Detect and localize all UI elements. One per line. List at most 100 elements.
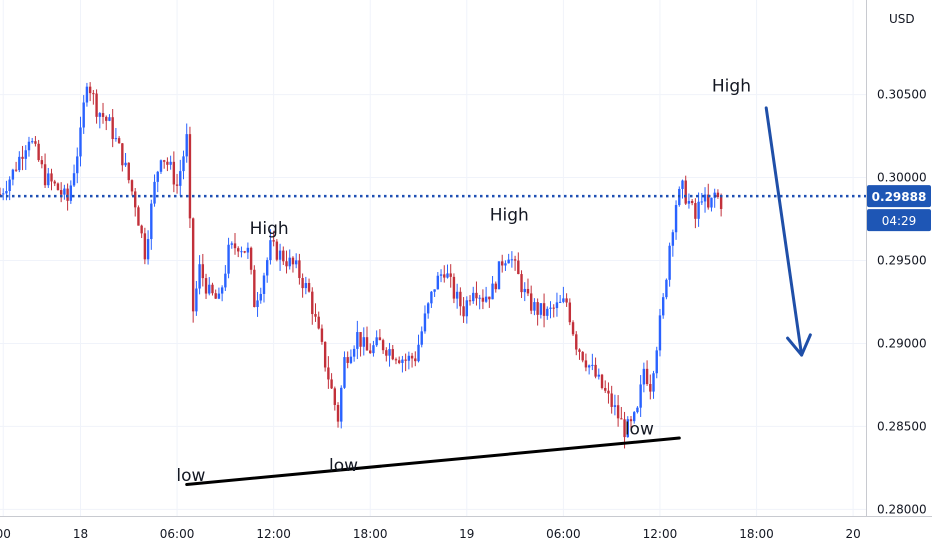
y-tick-label: 0.30000 <box>877 171 927 185</box>
candle-body <box>369 350 372 354</box>
x-tick-label: 06:00 <box>160 527 195 541</box>
candle-body <box>687 200 691 204</box>
candle-body <box>414 358 417 362</box>
candle-body <box>372 345 375 354</box>
candle-body <box>690 200 694 204</box>
candle-body <box>362 337 365 347</box>
candle-body <box>674 205 678 233</box>
candle-body <box>314 314 317 317</box>
candle-body <box>18 156 21 171</box>
candle-body <box>510 259 514 261</box>
candle-body <box>162 160 166 162</box>
candle-body <box>436 275 440 290</box>
candle-body <box>587 365 591 368</box>
candle-body <box>98 113 101 117</box>
annotation-label: low <box>625 420 654 440</box>
candle-body <box>211 284 214 294</box>
candle-body <box>475 292 478 299</box>
candle-body <box>620 418 623 420</box>
candle-body <box>63 188 66 195</box>
candle-body <box>497 261 501 290</box>
trendline <box>185 436 681 486</box>
candle-body <box>224 273 227 288</box>
candle-body <box>633 412 636 422</box>
candle-body <box>59 190 63 195</box>
candle-body <box>233 243 237 249</box>
x-tick-label: 12:00 <box>256 527 291 541</box>
candle-body <box>501 261 504 266</box>
candle-body <box>317 316 320 329</box>
candle-body <box>655 350 658 374</box>
candle-body <box>333 388 337 405</box>
candle-body <box>130 180 134 192</box>
candle-body <box>214 293 217 299</box>
candle-body <box>101 113 105 117</box>
candle-body <box>327 367 330 380</box>
candle-body <box>259 293 262 301</box>
candle-body <box>394 359 398 361</box>
candle-body <box>140 225 143 234</box>
candle-body <box>356 332 359 349</box>
candle-body <box>504 263 507 266</box>
y-axis[interactable]: USD 0.28000 0.28500 0.29000 0.29500 0.30000 0… <box>866 0 927 516</box>
y-axis-currency-label: USD <box>889 12 915 26</box>
candle-body <box>681 180 684 189</box>
candle-body <box>230 243 233 245</box>
x-axis[interactable]: 00 18 06:00 12:00 18:00 19 06:00 12:00 18:00 20 <box>0 516 932 542</box>
candle-body <box>578 349 581 352</box>
candle-body <box>266 260 269 276</box>
candle-body <box>166 161 169 165</box>
candle-body <box>426 303 430 314</box>
annotation-label: low <box>176 466 205 486</box>
candle-body <box>95 93 98 117</box>
candle-body <box>127 162 130 181</box>
candle-body <box>552 307 555 309</box>
candle-body <box>349 356 353 363</box>
candle-body <box>607 390 610 394</box>
candle-body <box>433 289 436 292</box>
candle-body <box>639 384 642 408</box>
candle-body <box>443 274 446 278</box>
x-tick-label: 18:00 <box>739 527 774 541</box>
candle-body <box>391 349 394 360</box>
candle-body <box>652 373 655 392</box>
candle-body <box>468 300 472 302</box>
candle-body <box>21 156 24 159</box>
candle-body <box>105 116 108 121</box>
candle-body <box>188 134 192 219</box>
candle-body <box>0 194 2 196</box>
candle-body <box>694 203 697 219</box>
candle-body <box>37 143 40 161</box>
candle-body <box>11 169 15 180</box>
candle-body <box>388 349 391 356</box>
candle-body <box>610 393 613 407</box>
candle-body <box>710 197 713 208</box>
candle-body <box>307 283 311 292</box>
candle-body <box>481 297 485 302</box>
candle-body <box>169 161 172 165</box>
candle-body <box>336 404 340 422</box>
candle-body <box>665 279 668 298</box>
candle-body <box>320 328 324 342</box>
candle-body <box>584 360 588 368</box>
x-tick-label: 18:00 <box>353 527 388 541</box>
candle-body <box>375 337 378 346</box>
candle-body <box>301 278 304 289</box>
candle-body <box>76 156 79 174</box>
current-price-badge <box>867 185 931 208</box>
candle-body <box>343 357 346 388</box>
candle-body <box>198 264 201 289</box>
candle-body <box>684 180 687 204</box>
current-price-label: 0.29888 <box>872 190 927 204</box>
candle-body <box>581 351 584 361</box>
candle-body <box>623 419 626 438</box>
candle-body <box>446 273 449 278</box>
candle-body <box>175 184 179 186</box>
candle-body <box>208 284 211 294</box>
countdown-badge <box>867 209 931 232</box>
candle-body <box>401 359 404 363</box>
support-trendline <box>185 436 681 486</box>
candle-body <box>124 162 127 166</box>
